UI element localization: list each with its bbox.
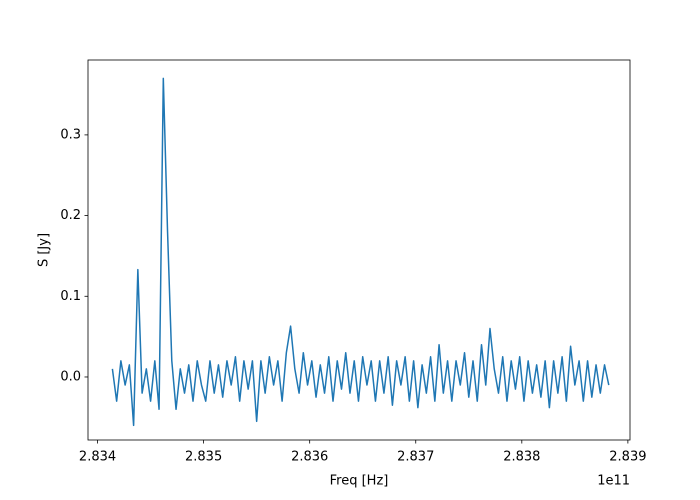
y-tick-label: 0.2 <box>60 208 81 223</box>
x-tick-label: 2.838 <box>503 450 540 465</box>
x-offset-label: 1e11 <box>597 474 630 489</box>
x-tick-label: 2.836 <box>291 450 328 465</box>
y-tick-label: 0.0 <box>60 369 81 384</box>
x-axis-label: Freq [Hz] <box>330 474 389 489</box>
y-tick-label: 0.1 <box>60 289 81 304</box>
x-tick-label: 2.839 <box>609 450 646 465</box>
x-tick-label: 2.837 <box>397 450 434 465</box>
x-tick-label: 2.835 <box>185 450 222 465</box>
y-axis-label: S [Jy] <box>37 233 52 267</box>
data-line <box>111 77 610 427</box>
x-tick-label: 2.834 <box>79 450 116 465</box>
plot-frame <box>87 59 631 441</box>
y-tick-label: 0.3 <box>60 127 81 142</box>
